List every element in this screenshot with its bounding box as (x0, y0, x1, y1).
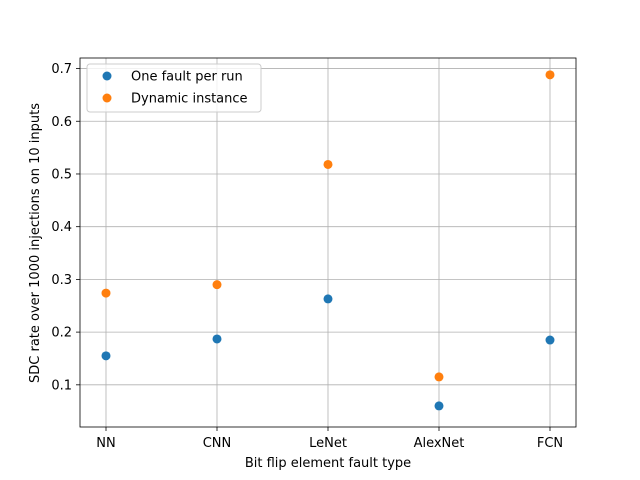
y-tick-label: 0.4 (51, 220, 72, 235)
data-point-series-1 (323, 159, 333, 169)
y-tick-label: 0.2 (51, 326, 72, 341)
x-tick-label: FCN (537, 436, 563, 451)
y-tick-label: 0.5 (51, 167, 72, 182)
y-tick-label: 0.7 (51, 62, 72, 77)
data-point-series-1 (545, 70, 555, 80)
data-points (101, 70, 555, 411)
x-tick-label: CNN (203, 436, 232, 451)
data-point-series-0 (101, 351, 111, 361)
legend-label-one-fault-per-run: One fault per run (131, 70, 243, 85)
x-tick-label: AlexNet (414, 436, 465, 451)
data-point-series-1 (212, 280, 222, 290)
legend-label-dynamic-instance: Dynamic instance (131, 92, 248, 107)
y-tick-label: 0.3 (51, 273, 72, 288)
legend: One fault per run Dynamic instance (86, 63, 262, 113)
x-axis-label: Bit flip element fault type (245, 456, 411, 471)
legend-marker-dynamic-instance (102, 93, 112, 103)
grid (80, 58, 576, 427)
x-tick-label: LeNet (309, 436, 347, 451)
y-tick-label: 0.6 (51, 115, 72, 130)
data-point-series-1 (101, 288, 111, 298)
data-point-series-0 (434, 401, 444, 411)
legend-marker-one-fault-per-run (102, 71, 112, 81)
data-point-series-1 (434, 372, 444, 382)
data-point-series-0 (212, 334, 222, 344)
y-tick-label: 0.1 (51, 378, 72, 393)
y-axis-label: SDC rate over 1000 injections on 10 inpu… (28, 103, 43, 383)
ticks: NN CNN LeNet AlexNet FCN 0.1 0.2 0.3 0.4 0.5 0.6 0.… (51, 62, 563, 451)
x-tick-label: NN (96, 436, 115, 451)
data-point-series-0 (323, 294, 333, 304)
data-point-series-0 (545, 335, 555, 345)
legend-box (86, 63, 262, 113)
